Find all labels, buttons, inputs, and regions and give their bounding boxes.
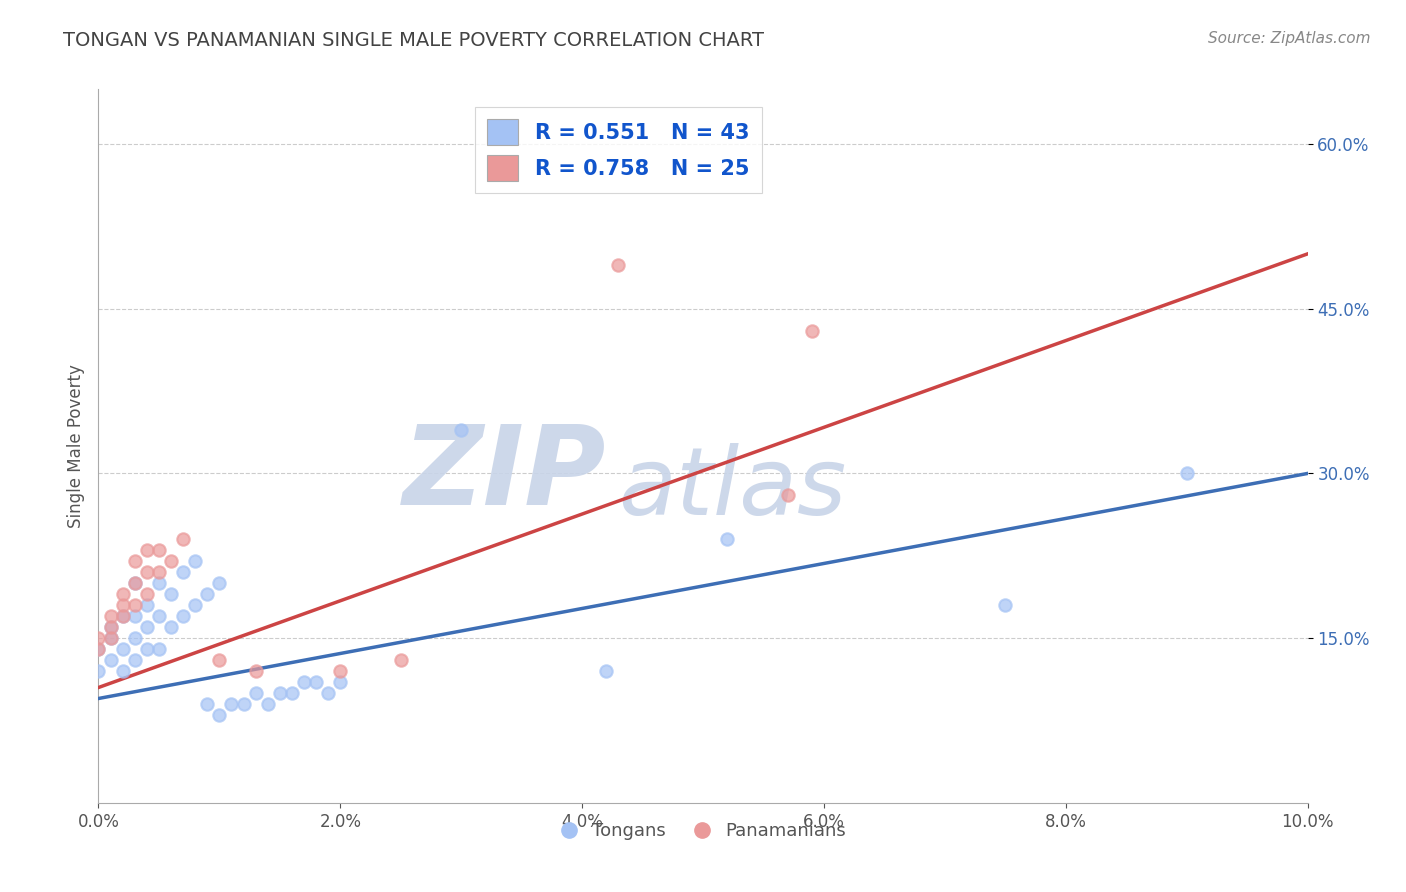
Point <box>87 642 110 657</box>
Point <box>111 664 134 678</box>
Point <box>111 642 134 657</box>
Point <box>100 620 122 634</box>
Point <box>245 664 267 678</box>
Point <box>124 554 146 568</box>
Point <box>607 258 630 272</box>
Point <box>124 598 146 612</box>
Point <box>221 697 243 711</box>
Point <box>800 324 823 338</box>
Point <box>111 609 134 624</box>
Point <box>124 609 146 624</box>
Point <box>124 631 146 645</box>
Point <box>316 686 339 700</box>
Point <box>87 664 110 678</box>
Point <box>245 686 267 700</box>
Point <box>135 543 157 558</box>
Point <box>172 609 194 624</box>
Point <box>184 554 207 568</box>
Point <box>232 697 254 711</box>
Point <box>195 697 218 711</box>
Point <box>281 686 304 700</box>
Point <box>160 554 183 568</box>
Point <box>111 587 134 601</box>
Point <box>124 576 146 591</box>
Point <box>172 533 194 547</box>
Point <box>329 664 352 678</box>
Point <box>111 609 134 624</box>
Point <box>208 708 231 723</box>
Point <box>208 653 231 667</box>
Point <box>595 664 617 678</box>
Text: atlas: atlas <box>619 443 846 534</box>
Point <box>100 631 122 645</box>
Point <box>450 423 472 437</box>
Text: TONGAN VS PANAMANIAN SINGLE MALE POVERTY CORRELATION CHART: TONGAN VS PANAMANIAN SINGLE MALE POVERTY… <box>63 31 765 50</box>
Point <box>111 598 134 612</box>
Point <box>776 488 799 502</box>
Point <box>256 697 278 711</box>
Point <box>269 686 291 700</box>
Point <box>329 675 352 690</box>
Point <box>87 631 110 645</box>
Point <box>87 642 110 657</box>
Point <box>124 576 146 591</box>
Point <box>124 653 146 667</box>
Point <box>195 587 218 601</box>
Text: ZIP: ZIP <box>402 421 606 528</box>
Point <box>148 642 170 657</box>
Point <box>208 576 231 591</box>
Y-axis label: Single Male Poverty: Single Male Poverty <box>66 364 84 528</box>
Point <box>292 675 315 690</box>
Point <box>100 609 122 624</box>
Point <box>100 653 122 667</box>
Point <box>135 566 157 580</box>
Point <box>716 533 738 547</box>
Point <box>184 598 207 612</box>
Point <box>100 631 122 645</box>
Point <box>172 566 194 580</box>
Point <box>148 576 170 591</box>
Point <box>1175 467 1198 481</box>
Point <box>305 675 328 690</box>
Point <box>389 653 412 667</box>
Legend: Tongans, Panamanians: Tongans, Panamanians <box>553 815 853 847</box>
Point <box>160 587 183 601</box>
Point <box>994 598 1017 612</box>
Point <box>135 620 157 634</box>
Point <box>148 609 170 624</box>
Point <box>135 587 157 601</box>
Text: Source: ZipAtlas.com: Source: ZipAtlas.com <box>1208 31 1371 46</box>
Point <box>135 598 157 612</box>
Point <box>148 543 170 558</box>
Point <box>160 620 183 634</box>
Point <box>100 620 122 634</box>
Point <box>148 566 170 580</box>
Point <box>135 642 157 657</box>
